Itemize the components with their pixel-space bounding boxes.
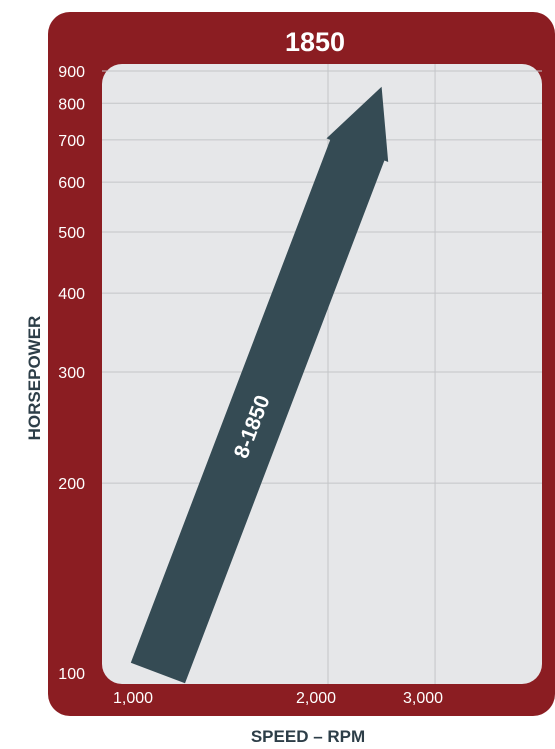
series-group: 8-1850 (130, 86, 389, 684)
y-tick-label: 600 (58, 175, 85, 192)
y-tick-label: 300 (58, 365, 85, 382)
chart-title: 1850 (285, 27, 345, 57)
y-axis-label: HORSEPOWER (25, 316, 44, 441)
y-tick-label: 400 (58, 286, 85, 303)
grid-lines (102, 64, 542, 684)
y-tick-label: 800 (58, 96, 85, 113)
x-tick-label: 2,000 (296, 690, 336, 707)
x-tick-label: 3,000 (403, 690, 443, 707)
y-tick-label: 200 (58, 476, 85, 493)
y-tick-label: 100 (58, 666, 85, 683)
x-tick-labels: 1,000 2,000 3,000 (113, 690, 443, 707)
x-tick-label: 1,000 (113, 690, 153, 707)
y-tick-label: 500 (58, 225, 85, 242)
y-tick-label: 700 (58, 133, 85, 150)
y-tick-label: 900 (58, 64, 85, 81)
x-axis-label: SPEED – RPM (251, 727, 365, 746)
y-tick-labels: 100 200 300 400 500 600 700 800 900 (58, 64, 85, 683)
series-arrow (130, 86, 389, 684)
